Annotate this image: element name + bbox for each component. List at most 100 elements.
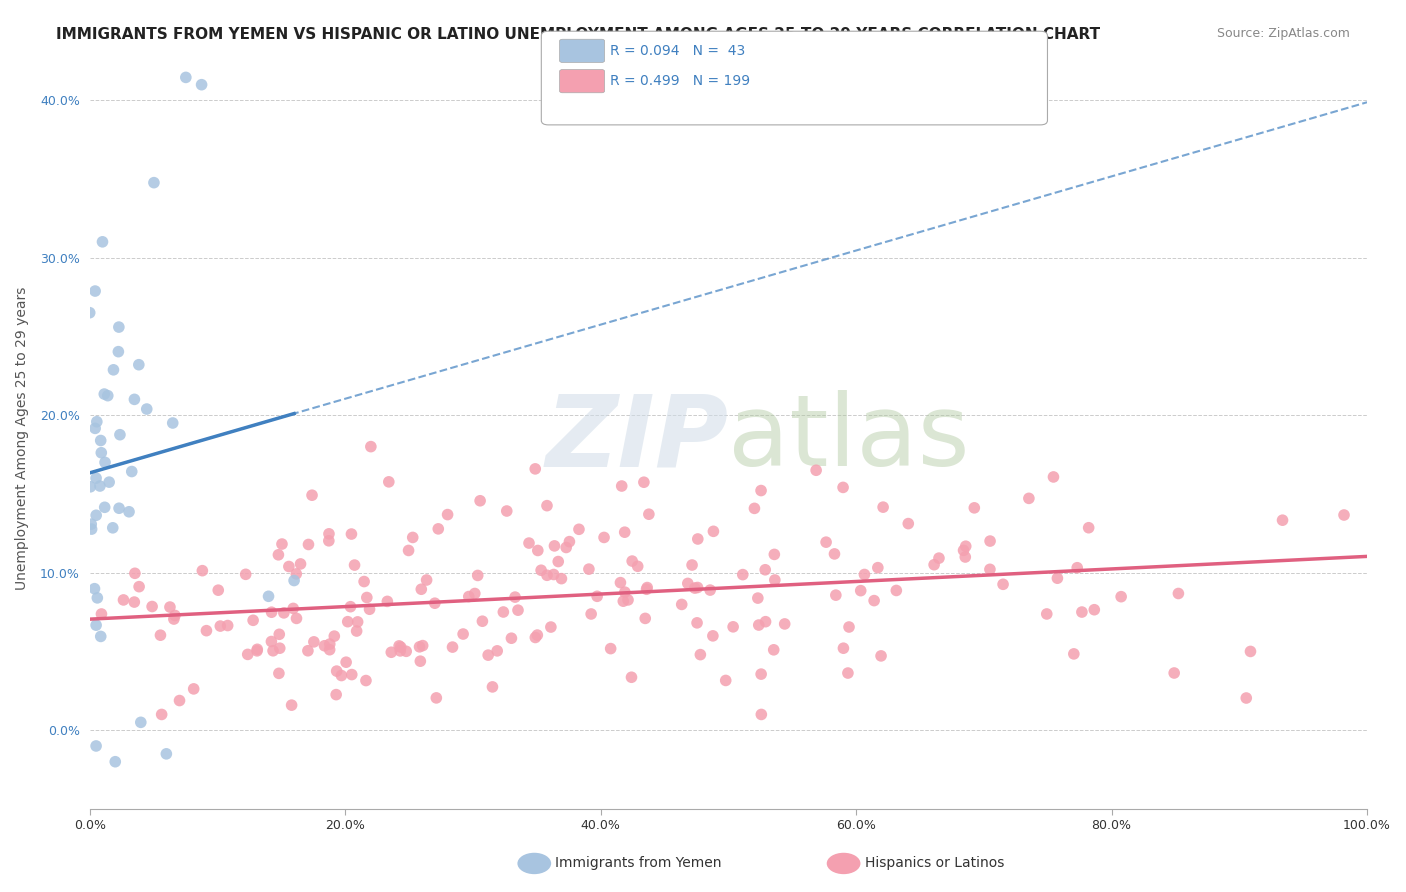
Point (84, 739, 107, 753)
Point (763, 548, 786, 562)
Point (135, 402, 157, 417)
Point (93, 387, 115, 401)
Point (804, 463, 827, 477)
Point (1234, 691, 1257, 706)
Point (335, 655, 357, 669)
Point (979, 534, 1001, 549)
Point (402, 531, 425, 545)
Point (613, 525, 636, 540)
Point (838, 620, 860, 634)
Point (492, 605, 515, 619)
Point (142, 176, 165, 190)
Y-axis label: Unemployment Among Ages 25 to 29 years: Unemployment Among Ages 25 to 29 years (15, 287, 30, 591)
Point (190, 78, 212, 92)
Point (297, 644, 319, 658)
Point (870, 648, 893, 663)
Point (824, 588, 846, 602)
Point (98, 475, 121, 490)
Point (93, 500, 115, 515)
Point (634, 611, 657, 625)
Point (849, 583, 872, 598)
Point (89, 479, 111, 493)
Point (579, 607, 602, 621)
Point (550, 572, 572, 586)
Text: R = 0.499   N = 199: R = 0.499 N = 199 (610, 74, 751, 88)
Point (699, 583, 721, 598)
Text: Source: ZipAtlas.com: Source: ZipAtlas.com (1216, 27, 1350, 40)
Point (721, 620, 744, 634)
Point (963, 500, 986, 515)
Point (412, 639, 434, 653)
Point (235, 567, 257, 582)
Text: IMMIGRANTS FROM YEMEN VS HISPANIC OR LATINO UNEMPLOYMENT AMONG AGES 25 TO 29 YEA: IMMIGRANTS FROM YEMEN VS HISPANIC OR LAT… (56, 27, 1101, 42)
Point (262, 644, 284, 658)
Point (408, 640, 430, 654)
Point (612, 594, 634, 608)
Point (267, 548, 290, 562)
Point (411, 582, 433, 597)
Point (325, 688, 347, 702)
Point (540, 620, 562, 634)
Point (1333, 508, 1355, 522)
Point (277, 559, 299, 574)
Point (555, 541, 578, 555)
Point (527, 543, 550, 558)
Point (593, 531, 616, 545)
Point (486, 644, 509, 658)
Point (627, 559, 650, 574)
Point (731, 567, 754, 582)
Point (773, 616, 796, 631)
Point (955, 539, 977, 553)
Text: atlas: atlas (728, 391, 970, 487)
Point (359, 602, 381, 616)
Point (1018, 491, 1040, 506)
Point (242, 613, 264, 627)
Point (280, 698, 302, 713)
Point (610, 479, 633, 493)
Point (336, 615, 359, 629)
Point (283, 574, 305, 588)
Point (353, 574, 375, 589)
Point (1271, 513, 1294, 527)
Point (330, 668, 353, 682)
Point (273, 606, 295, 620)
Point (530, 563, 553, 577)
Point (97, 389, 120, 403)
Point (481, 680, 503, 694)
Point (86, 415, 108, 429)
Point (1035, 607, 1057, 621)
Point (301, 488, 323, 502)
Point (128, 580, 150, 594)
Point (149, 628, 172, 642)
Point (84, 421, 107, 435)
Text: Immigrants from Yemen: Immigrants from Yemen (555, 856, 721, 871)
Point (441, 640, 464, 654)
Point (79, 306, 101, 320)
Point (636, 582, 658, 597)
Point (1109, 590, 1132, 604)
Point (101, 521, 124, 535)
Point (1077, 521, 1099, 535)
Text: Hispanics or Latinos: Hispanics or Latinos (865, 856, 1004, 871)
Point (922, 558, 945, 572)
Point (283, 601, 305, 615)
Point (398, 543, 420, 558)
Point (377, 594, 399, 608)
Text: R = 0.094   N =  43: R = 0.094 N = 43 (610, 44, 745, 58)
Point (340, 527, 363, 541)
Point (339, 599, 361, 614)
Point (621, 554, 644, 568)
Point (744, 501, 766, 516)
Point (702, 629, 724, 643)
Point (506, 603, 529, 617)
Point (90, 607, 112, 621)
Point (1070, 605, 1092, 619)
Point (955, 549, 977, 564)
Point (297, 537, 319, 551)
Point (191, 564, 214, 578)
Point (451, 627, 474, 641)
Point (84, 508, 107, 523)
Point (319, 637, 342, 651)
Point (886, 583, 908, 598)
Point (501, 631, 523, 645)
